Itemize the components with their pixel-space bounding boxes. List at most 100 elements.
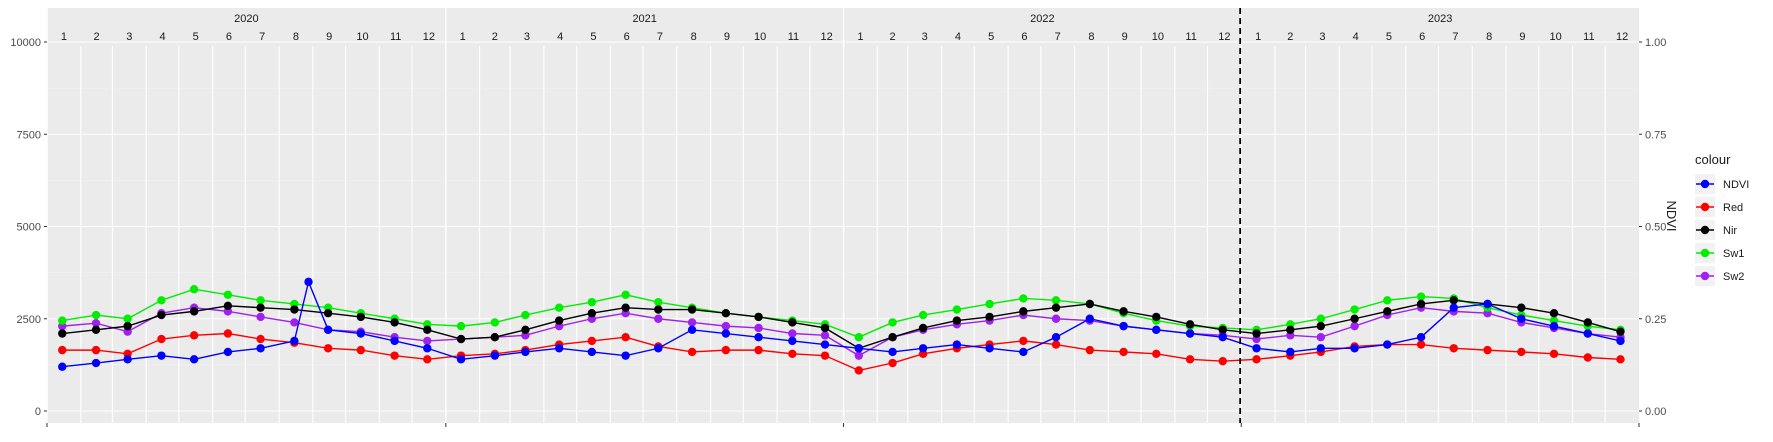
month-label: 12 [1218,31,1230,43]
data-point [587,336,597,346]
series-line-sw1 [62,288,1621,338]
month-label: 4 [557,31,563,43]
data-point [1350,305,1359,314]
data-point [1517,314,1526,323]
data-point [1119,307,1128,316]
data-point [189,285,199,294]
month-label: 7 [259,31,265,43]
month-label: 9 [724,31,730,43]
data-point [1416,340,1426,349]
data-point [123,355,132,364]
data-point [490,351,500,360]
data-point [788,329,797,338]
data-point [1019,347,1028,357]
y-axis-right-title: NDVI [1664,200,1679,231]
data-point [1051,303,1061,312]
data-point [888,318,897,327]
data-point [1316,321,1326,331]
data-point [1350,321,1359,331]
data-point [1218,325,1227,335]
month-label: 3 [524,31,530,43]
data-point [1549,309,1559,318]
month-label: 10 [754,31,766,43]
data-point [1449,344,1458,353]
data-point [1185,355,1195,364]
y-left-tick-label: 2500 [17,314,41,326]
data-point [390,336,399,346]
data-point [356,329,366,338]
month-label: 6 [1419,31,1425,43]
year-label: 2023 [1428,13,1452,25]
data-point [521,347,530,357]
month-label: 11 [1583,31,1594,43]
data-point [587,309,597,318]
data-point [1019,336,1028,346]
data-point [1051,340,1061,349]
data-point [587,297,597,307]
data-point [952,316,962,325]
data-point [1152,325,1161,335]
month-label: 11 [390,31,401,43]
series-layer [58,277,1625,375]
data-point [1051,314,1061,323]
month-label: 3 [126,31,132,43]
month-label: 12 [821,31,833,43]
year-label: 2021 [632,13,656,25]
data-point [1252,355,1261,364]
data-point [423,355,432,364]
series-line-sw2 [62,306,1621,357]
data-point [223,329,233,338]
month-label: 3 [922,31,928,43]
data-point [952,305,962,314]
data-point [1549,349,1559,359]
month-label: 5 [1386,31,1392,43]
month-label: 6 [1021,31,1027,43]
data-point [423,325,432,335]
legend-key-point [1700,248,1710,258]
month-label: 8 [1486,31,1492,43]
data-point [788,349,797,359]
data-point [256,334,265,344]
data-point [1085,299,1095,309]
legend-label: Sw2 [1723,271,1744,283]
data-point [1416,299,1426,309]
data-point [1383,340,1392,349]
month-label: 7 [657,31,663,43]
month-label: 3 [1319,31,1325,43]
data-point [423,336,432,346]
data-point [256,303,265,312]
y-axis-right: 0.00 0.25 0.50 0.75 1.00 [1639,37,1666,418]
data-point [754,312,763,322]
data-point [91,310,101,320]
data-point [290,318,299,327]
data-point [985,299,994,309]
data-point [1019,307,1028,316]
month-label: 8 [1088,31,1094,43]
data-point [323,309,333,318]
data-point [456,355,466,364]
y-axis-left: 0 2500 5000 7500 10000 [10,37,47,418]
data-point [91,345,101,355]
year-label: 2022 [1030,13,1054,25]
month-label: 8 [691,31,697,43]
data-point [1449,303,1458,312]
data-point [456,321,466,331]
month-label: 4 [159,31,165,43]
data-point [918,344,928,353]
data-point [1252,344,1261,353]
legend-item-sw2: Sw2 [1695,266,1744,286]
data-point [490,333,500,342]
data-point [788,318,797,327]
data-point [854,366,864,375]
data-point [1583,353,1592,362]
data-point [1416,333,1426,342]
data-point [1616,327,1625,336]
data-point [654,297,663,307]
legend-label: Red [1723,202,1743,214]
y-right-tick-label: 0.50 [1645,222,1666,234]
legend-item-ndvi: NDVI [1695,174,1749,194]
data-point [918,323,928,333]
data-point [1286,325,1295,335]
data-point [687,318,697,327]
data-point [888,358,897,368]
